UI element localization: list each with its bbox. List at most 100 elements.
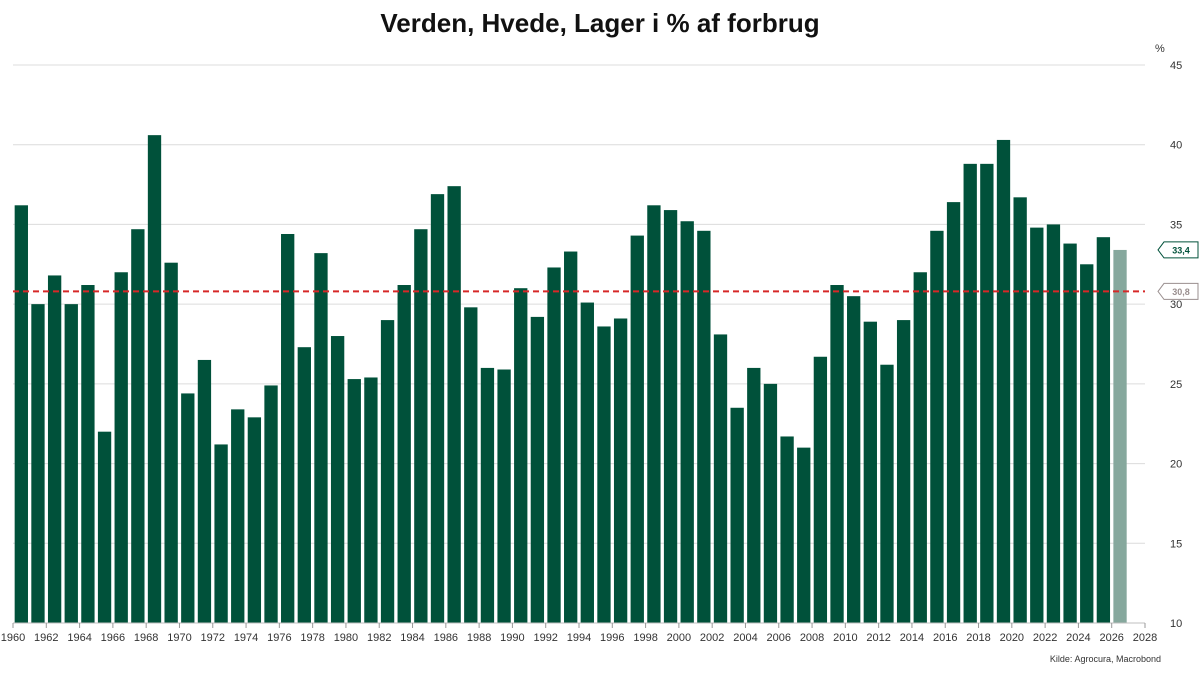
bar-2021 (1030, 227, 1044, 624)
bar-1979 (330, 336, 345, 623)
x-tick-label: 1980 (334, 632, 358, 644)
bar-1975 (264, 385, 278, 623)
bar-1974 (247, 417, 262, 623)
bar-1999 (663, 210, 678, 623)
bar-1992 (547, 267, 561, 623)
source-note: Kilde: Agrocura, Macrobond (1049, 654, 1161, 664)
bar-1965 (97, 431, 112, 623)
x-tick-label: 2026 (1099, 632, 1123, 644)
bar-1966 (114, 272, 128, 623)
bar-1996 (613, 318, 628, 623)
bar-forecast-2026 (1113, 249, 1127, 624)
x-tick-label: 1960 (1, 632, 25, 644)
average-value-label-box (1157, 282, 1199, 300)
x-tick-label: 1970 (167, 632, 191, 644)
chart-title: Verden, Hvede, Lager i % af forbrug (380, 8, 820, 38)
bar-1987 (464, 307, 478, 623)
bar-1998 (647, 205, 661, 623)
x-tick-label: 1962 (34, 632, 58, 644)
bar-2002 (713, 334, 728, 623)
x-tick-label: 1982 (367, 632, 391, 644)
bar-2019 (996, 139, 1011, 623)
bar-1994 (580, 302, 594, 623)
bar-2022 (1046, 224, 1061, 623)
bar-1989 (497, 369, 511, 623)
latest-value-label: 33,4 (1172, 245, 1190, 255)
x-tick-label: 2022 (1033, 632, 1057, 644)
x-tick-label: 2002 (700, 632, 724, 644)
x-tick-label: 1972 (201, 632, 225, 644)
average-value-label: 30,8 (1172, 287, 1190, 297)
bar-1984 (414, 229, 428, 623)
y-tick-label: 25 (1170, 379, 1182, 391)
bar-2025 (1096, 237, 1111, 623)
y-tick-label: 40 (1170, 140, 1182, 152)
y-tick-label: 30 (1170, 299, 1182, 311)
bar-1970 (181, 393, 195, 623)
bar-1969 (164, 262, 178, 623)
y-tick-label: 45 (1170, 60, 1182, 72)
x-tick-label: 2020 (1000, 632, 1024, 644)
x-tick-label: 1964 (67, 632, 91, 644)
latest-value-label-box (1157, 241, 1199, 259)
x-tick-label: 1986 (434, 632, 458, 644)
x-tick-label: 1976 (267, 632, 291, 644)
x-tick-label: 2014 (900, 632, 924, 644)
x-tick-label: 1998 (633, 632, 657, 644)
bar-1986 (447, 186, 461, 623)
x-tick-label: 1994 (567, 632, 591, 644)
bar-1977 (297, 347, 311, 623)
x-tick-label: 2028 (1133, 632, 1157, 644)
bar-2008 (813, 356, 828, 623)
value-labels: 33,4 30,8 (1157, 241, 1199, 300)
bar-2007 (797, 447, 811, 623)
x-tick-label: 1988 (467, 632, 491, 644)
bar-1991 (530, 316, 545, 623)
bar-1985 (430, 194, 445, 623)
bar-1962 (47, 275, 62, 623)
y-axis-unit-label: % (1155, 43, 1165, 55)
bar-2015 (930, 230, 944, 623)
bar-1971 (197, 359, 212, 623)
x-tick-label: 2008 (800, 632, 824, 644)
bar-1995 (597, 326, 611, 623)
bar-2010 (847, 296, 861, 623)
y-tick-label: 20 (1170, 459, 1182, 471)
bar-2001 (697, 230, 711, 623)
x-tick-label: 2010 (833, 632, 857, 644)
bar-1976 (281, 233, 295, 623)
bar-1981 (364, 377, 378, 623)
x-axis: 1960 1962 1964 1966 1968 1970 1972 1974 1976 1978… (1, 622, 1157, 644)
bar-2011 (863, 321, 877, 623)
bar-1972 (214, 444, 228, 623)
x-tick-label: 2024 (1066, 632, 1090, 644)
bar-1961 (31, 304, 45, 623)
x-tick-label: 1996 (600, 632, 624, 644)
x-tick-label: 2018 (966, 632, 990, 644)
bar-2005 (763, 383, 778, 623)
bar-1988 (480, 367, 495, 623)
bar-1978 (314, 253, 328, 623)
x-tick-label: 2016 (933, 632, 957, 644)
bar-1960 (14, 205, 28, 623)
bar-1968 (147, 135, 162, 624)
y-tick-label: 35 (1170, 219, 1182, 231)
x-tick-label: 2006 (767, 632, 791, 644)
bar-2000 (680, 221, 694, 624)
bar-1963 (64, 304, 78, 623)
bar-1980 (347, 379, 361, 623)
bar-2024 (1080, 264, 1094, 623)
bar-2004 (747, 367, 761, 623)
x-tick-label: 1990 (500, 632, 524, 644)
x-tick-label: 2004 (733, 632, 757, 644)
bar-2006 (780, 436, 794, 623)
x-tick-label: 1968 (134, 632, 158, 644)
y-axis: 10 15 20 25 30 35 40 45 (1170, 60, 1182, 630)
y-tick-label: 15 (1170, 538, 1182, 550)
bar-1973 (231, 409, 245, 623)
bar-2017 (963, 163, 977, 624)
bar-1967 (131, 229, 145, 623)
bar-1982 (380, 320, 395, 623)
x-tick-label: 2000 (667, 632, 691, 644)
bar-2018 (980, 163, 994, 624)
